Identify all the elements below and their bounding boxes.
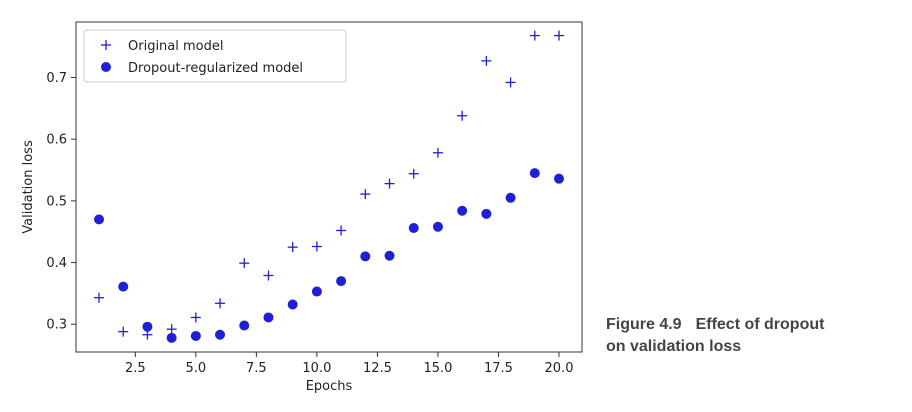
dropout-model-point <box>336 276 347 287</box>
dropout-model-point <box>554 173 564 184</box>
y-tick-label: 0.7 <box>46 71 67 86</box>
data-points <box>94 30 564 343</box>
x-tick-label: 5.0 <box>185 361 206 376</box>
x-axis-label: Epochs <box>306 379 353 394</box>
x-tick-label: 15.0 <box>423 361 452 376</box>
x-tick-label: 12.5 <box>363 361 392 376</box>
original-model-point <box>481 55 492 66</box>
dropout-model-point <box>263 312 274 323</box>
legend-marker-dropout <box>101 62 111 72</box>
scatter-chart: 2.5 5.0 7.5 10.0 12.5 15.0 17.5 20.0 0.30.40.50… <box>21 21 583 394</box>
x-tick-label: 17.5 <box>484 361 513 376</box>
x-tick-label: 2.5 <box>125 361 146 376</box>
dropout-model-point <box>432 221 443 232</box>
y-axis-label: Validation loss <box>21 140 36 234</box>
original-model-point <box>215 298 226 309</box>
caption-line-1: Effect of dropout <box>695 316 825 333</box>
original-model-point <box>336 225 347 236</box>
y-tick-label: 0.3 <box>46 318 67 333</box>
legend-plus-marker <box>101 40 111 50</box>
original-model-point <box>263 270 274 281</box>
y-tick-label: 0.6 <box>46 133 67 148</box>
dropout-model-point <box>360 251 371 262</box>
dropout-model-point <box>287 299 298 310</box>
original-model-point <box>166 324 177 335</box>
y-tick-label: 0.5 <box>46 194 67 209</box>
legend-box <box>83 29 347 83</box>
figure-caption: Figure 4.9 Effect of dropout on validatio… <box>606 314 906 358</box>
legend-entry-dropout: Dropout-regularized model <box>128 61 303 76</box>
original-model-point <box>311 241 322 252</box>
dropout-model-point <box>215 329 226 340</box>
dropout-model-point <box>239 320 250 331</box>
figure-number: Figure 4.9 <box>606 316 682 333</box>
dropout-model-point <box>408 223 419 234</box>
original-model-point <box>457 110 468 121</box>
legend: Original model Dropout-regularized model <box>83 29 347 83</box>
legend-entry-original: Original model <box>128 39 223 54</box>
original-model-point <box>529 30 540 41</box>
x-axis: 2.5 5.0 7.5 10.0 12.5 15.0 17.5 20.0 <box>125 352 574 376</box>
original-model-point <box>554 30 564 41</box>
y-tick-label: 0.4 <box>46 256 67 271</box>
original-model-point <box>118 326 129 337</box>
dropout-model-point <box>457 205 468 216</box>
original-model-point <box>94 292 104 303</box>
dropout-model-point <box>118 281 129 292</box>
dropout-model-point <box>481 208 492 219</box>
dropout-model-point <box>94 214 104 225</box>
dropout-model-point <box>190 330 201 341</box>
original-model-point <box>239 258 250 269</box>
dropout-model-point <box>384 250 395 261</box>
original-model-point <box>360 189 371 200</box>
caption-line-2: on validation loss <box>606 338 742 355</box>
x-tick-label: 10.0 <box>302 361 331 376</box>
original-model-point <box>384 178 395 189</box>
dropout-model-point <box>166 332 177 343</box>
plot-area <box>75 21 583 353</box>
original-model-point <box>190 312 201 323</box>
legend-circle-marker <box>101 62 111 72</box>
legend-marker-original <box>101 40 111 50</box>
original-model-point <box>287 242 298 253</box>
dropout-model-point <box>505 192 516 203</box>
x-tick-label: 20.0 <box>545 361 574 376</box>
original-model-point <box>408 168 419 179</box>
dropout-model-point <box>142 321 153 332</box>
original-model-point <box>505 77 516 88</box>
dropout-model-point <box>311 286 322 297</box>
x-tick-label: 7.5 <box>246 361 267 376</box>
y-axis: 0.3 0.4 0.5 0.6 0.7 <box>46 71 76 333</box>
dropout-model-point <box>529 168 540 179</box>
original-model-point <box>432 147 443 158</box>
